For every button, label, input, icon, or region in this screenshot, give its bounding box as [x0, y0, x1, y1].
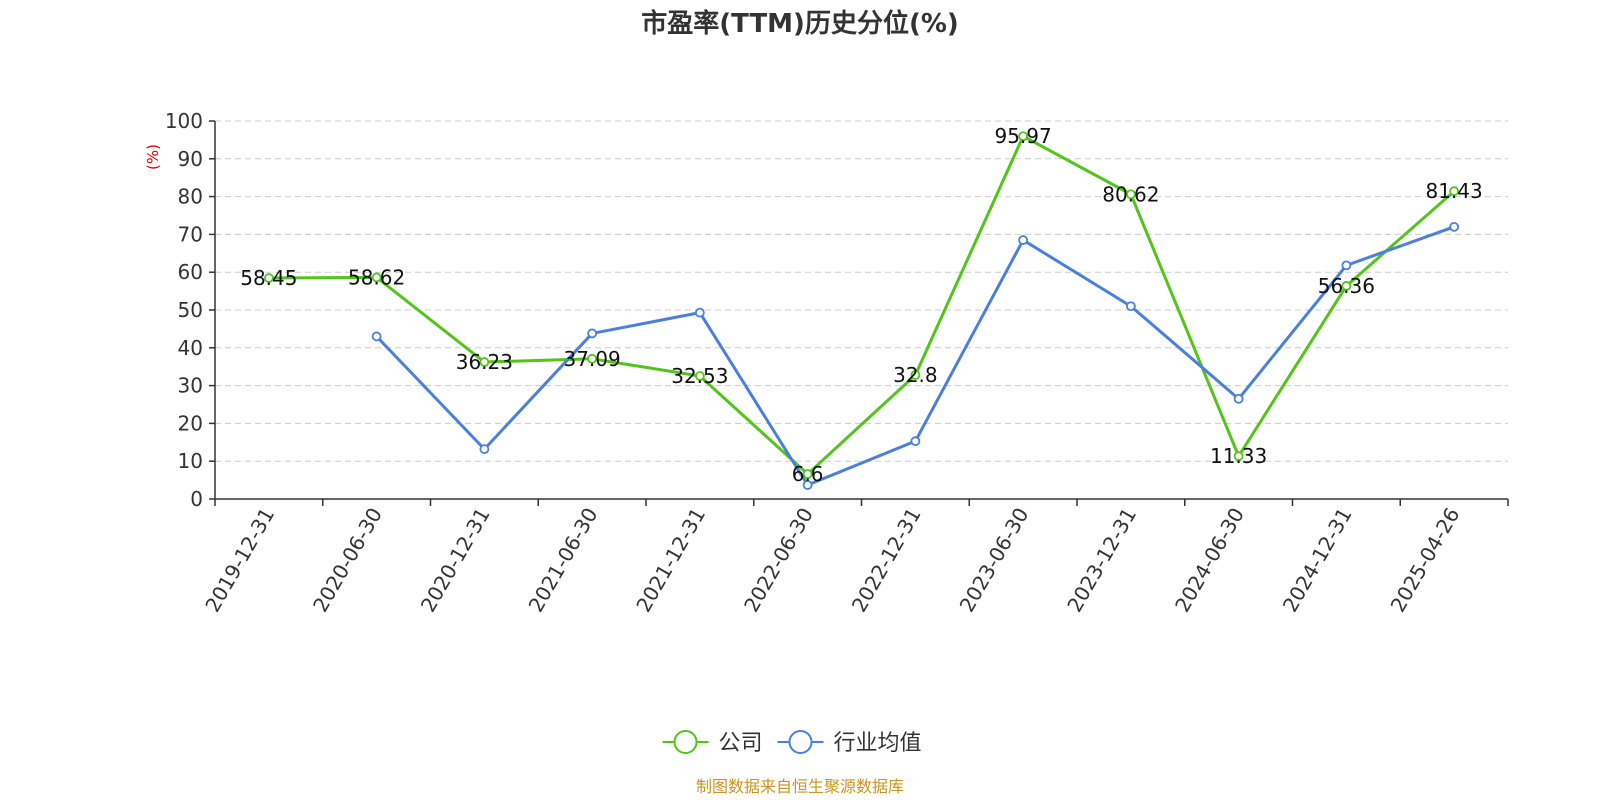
y-tick-label: 100: [165, 109, 203, 133]
data-point[interactable]: [802, 469, 813, 479]
data-point[interactable]: [910, 370, 921, 380]
data-label: 37.09: [563, 347, 620, 371]
data-label: 58.62: [348, 265, 405, 289]
legend-item[interactable]: 行业均值: [777, 730, 922, 756]
x-tick-label: 2019-12-31: [200, 504, 279, 617]
data-label: 58.45: [240, 266, 297, 290]
x-tick-label: 2025-04-26: [1386, 504, 1465, 617]
data-point[interactable]: [1018, 131, 1029, 142]
data-point[interactable]: [694, 371, 705, 381]
y-tick-label: 60: [178, 260, 203, 284]
data-point[interactable]: [1449, 186, 1460, 197]
data-point[interactable]: [587, 353, 598, 364]
y-tick-label: 50: [178, 298, 203, 322]
data-point[interactable]: [1341, 260, 1352, 271]
y-tick-label: 70: [178, 222, 203, 246]
x-tick-label: 2023-12-31: [1062, 504, 1141, 617]
y-tick-label: 0: [190, 487, 203, 511]
data-point[interactable]: [263, 273, 274, 283]
data-point[interactable]: [1125, 301, 1136, 312]
x-axis-tick-labels: 2019-12-31 2020-06-30 2020-12-31 2021-06-30…: [200, 504, 1464, 617]
data-label: 36.23: [456, 350, 513, 374]
data-point[interactable]: [1018, 235, 1029, 245]
y-axis-unit: (%): [144, 144, 162, 170]
data-point[interactable]: [802, 480, 813, 490]
data-label: 56.36: [1318, 274, 1375, 298]
data-point[interactable]: [479, 444, 490, 455]
data-label: 81.43: [1425, 179, 1482, 203]
x-tick-label: 2024-12-31: [1278, 504, 1357, 617]
data-label: 32.8: [893, 363, 938, 387]
data-point[interactable]: [587, 328, 598, 339]
data-label: 80.62: [1102, 182, 1159, 206]
x-tick-label: 2022-12-31: [847, 504, 926, 617]
data-labels: 58.45 58.62 36.23 37.09 32.53 6.6 32.8 95.97 80.…: [240, 124, 1483, 486]
x-tick-label: 2021-06-30: [524, 504, 603, 617]
series-line-0: [268, 134, 1456, 476]
legend-marker: [788, 730, 813, 754]
data-label: 6.6: [792, 462, 824, 486]
grid-lines: [215, 120, 1508, 462]
legend[interactable]: 公司 行业均值: [662, 730, 922, 756]
data-point[interactable]: [371, 272, 382, 283]
data-label: 11.33: [1210, 444, 1267, 468]
data-label: 95.97: [994, 124, 1051, 148]
data-point[interactable]: [1125, 189, 1136, 200]
x-tick-label: 2020-12-31: [416, 504, 495, 617]
x-tick-label: 2021-12-31: [631, 504, 710, 617]
legend-label: 行业均值: [834, 731, 922, 756]
y-tick-label: 80: [178, 185, 203, 209]
y-axis-tick-labels: 0 10 20 30 40 50 60 70 80 90 100: [165, 109, 203, 511]
data-point[interactable]: [694, 307, 705, 318]
x-tick-label: 2020-06-30: [308, 504, 387, 617]
y-tick-label: 20: [178, 411, 203, 435]
legend-marker: [673, 730, 698, 754]
y-tick-label: 30: [178, 374, 203, 398]
source-note: 制图数据来自恒生聚源数据库: [696, 777, 904, 796]
series-layer: [263, 131, 1460, 490]
x-tick-label: 2024-06-30: [1170, 504, 1249, 617]
data-point[interactable]: [1233, 393, 1244, 404]
data-point[interactable]: [1233, 451, 1244, 462]
data-point[interactable]: [371, 331, 382, 342]
data-point[interactable]: [1341, 281, 1352, 291]
series-line-1: [375, 225, 1455, 487]
y-tick-label: 90: [178, 147, 203, 171]
data-label: 32.53: [671, 364, 728, 388]
chart-title: 市盈率(TTM)历史分位(%): [641, 8, 959, 39]
axes: [209, 120, 1509, 506]
legend-item[interactable]: 公司: [662, 730, 763, 756]
data-point[interactable]: [479, 357, 490, 367]
x-tick-label: 2023-06-30: [955, 504, 1034, 617]
y-tick-label: 10: [178, 449, 203, 473]
legend-label: 公司: [719, 731, 763, 756]
y-tick-label: 40: [178, 336, 203, 360]
data-point[interactable]: [910, 436, 921, 447]
x-tick-label: 2022-06-30: [739, 504, 818, 617]
data-point[interactable]: [1449, 221, 1460, 232]
